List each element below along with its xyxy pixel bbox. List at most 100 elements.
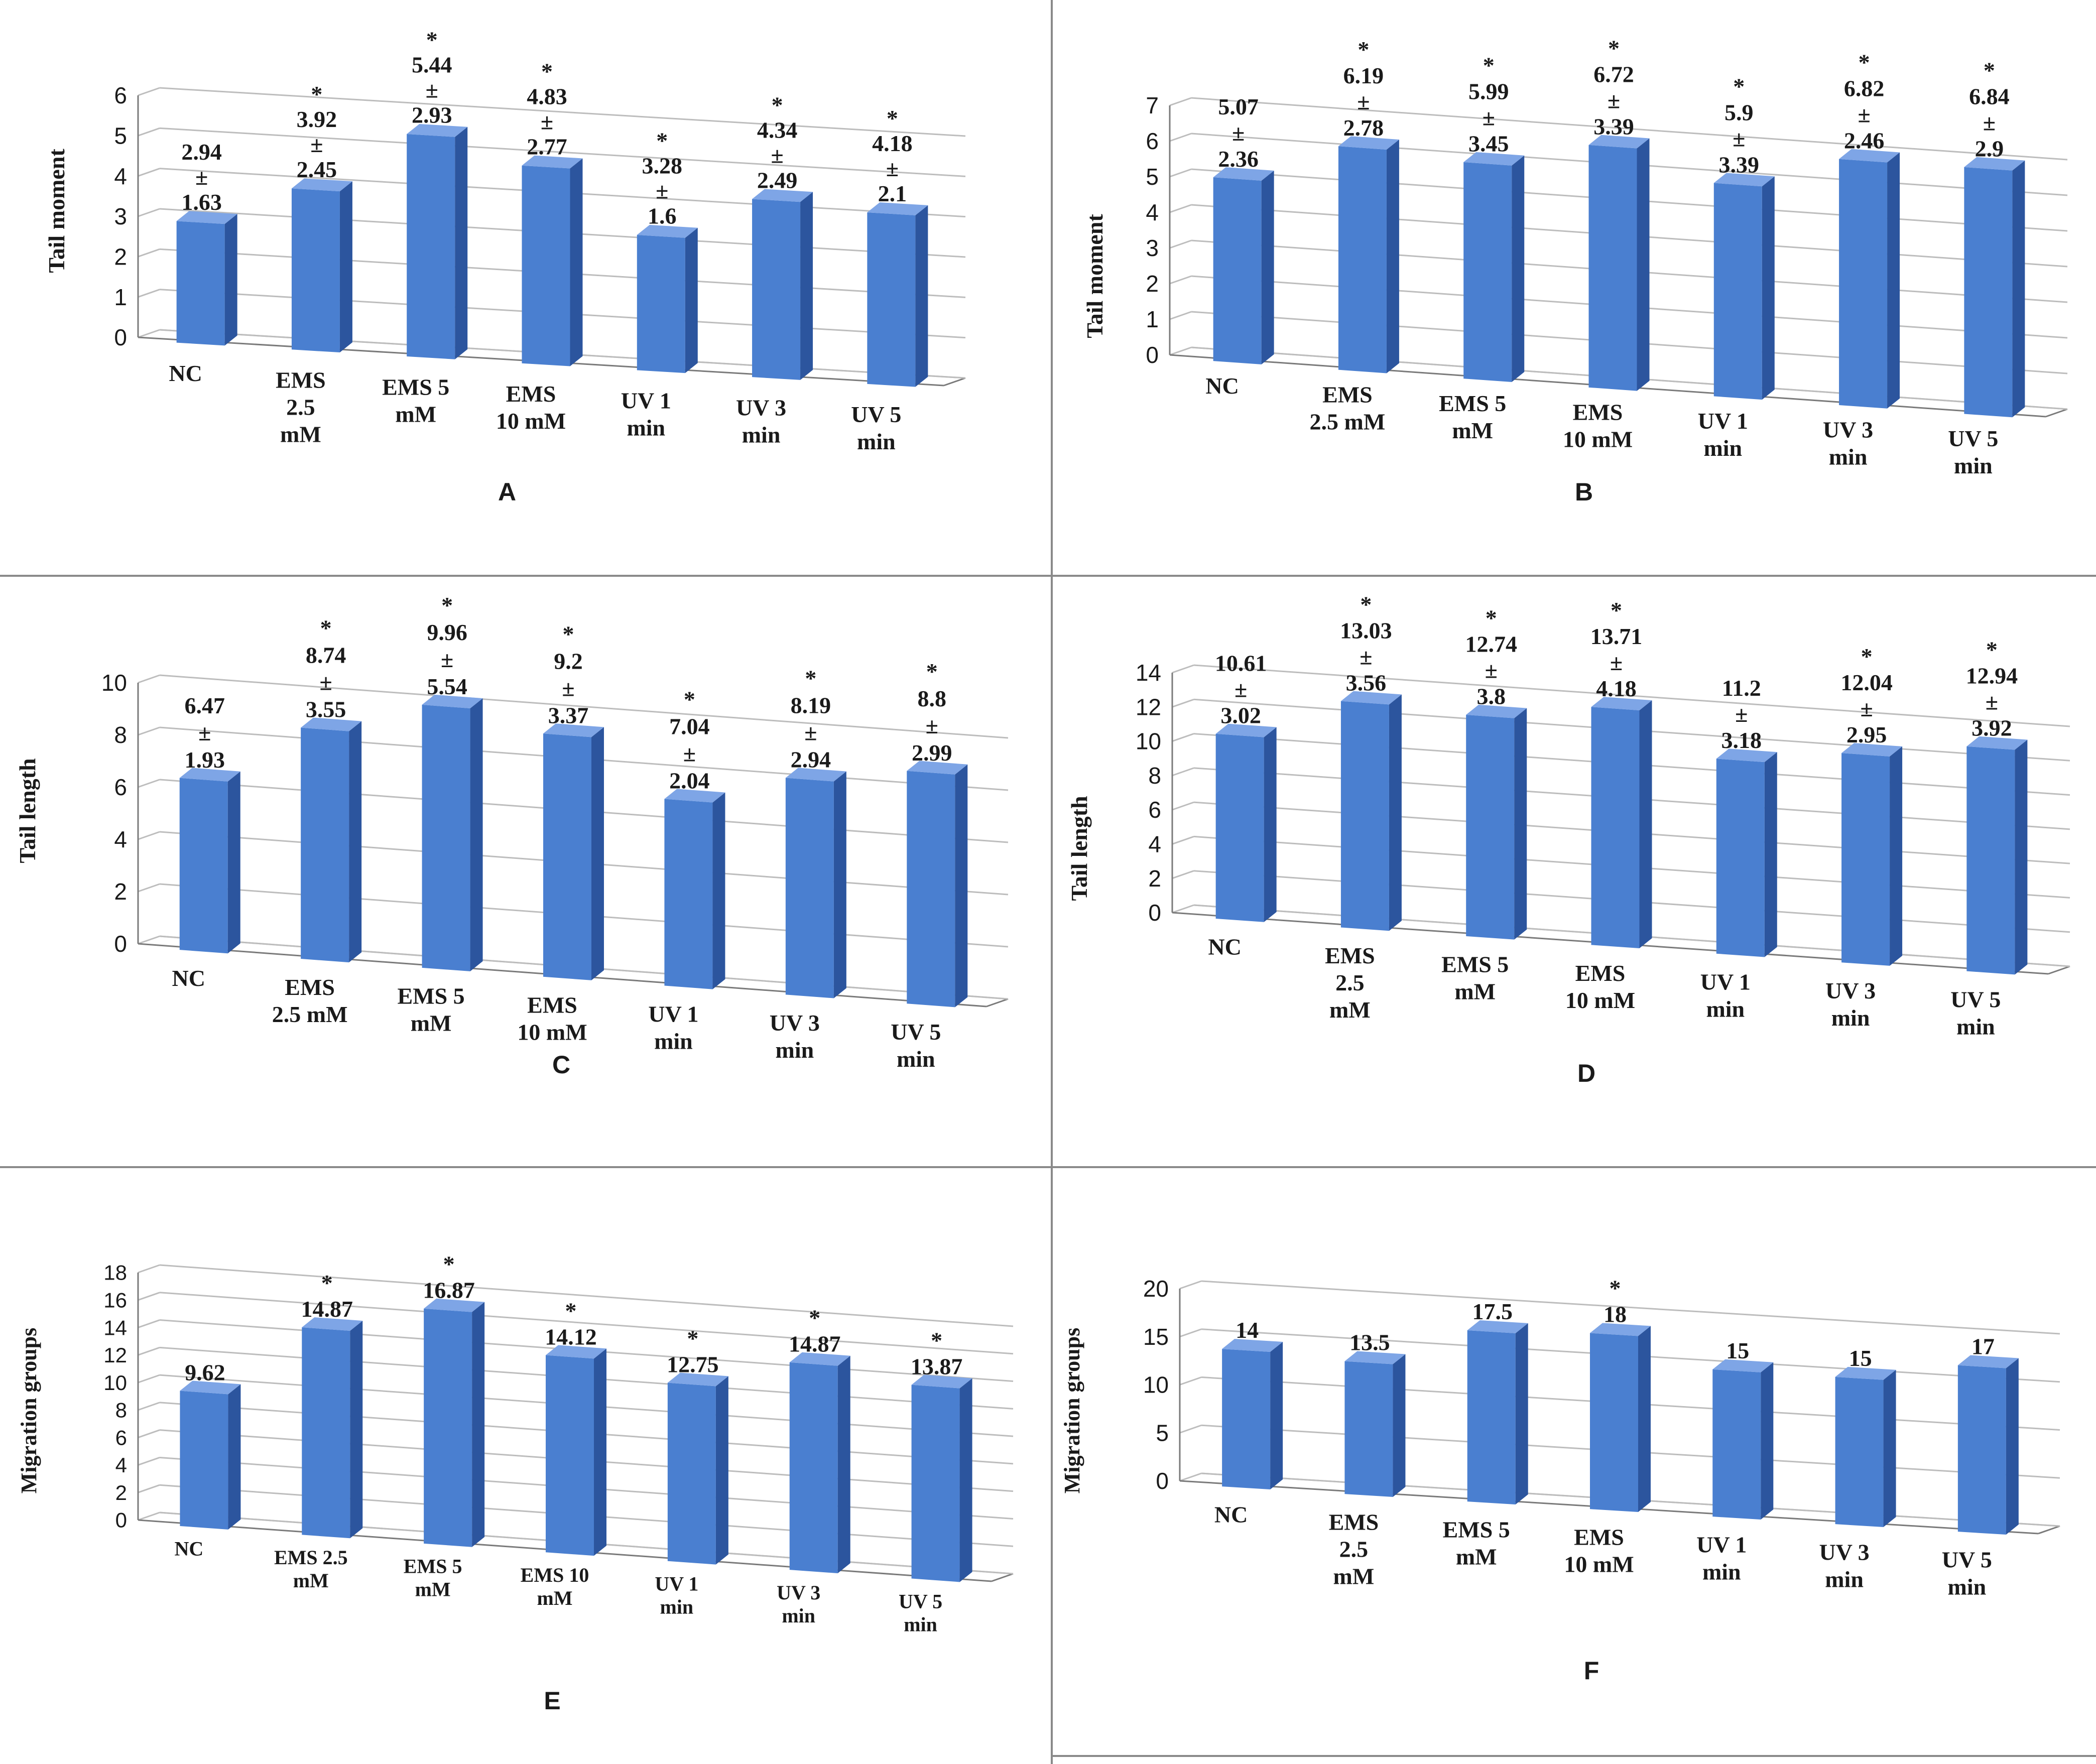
y-tick-label: 5	[1146, 164, 1159, 190]
data-label-a-4: *4.83±2.77	[527, 58, 567, 159]
bar-top	[752, 189, 813, 202]
category-label: mM	[411, 1011, 452, 1036]
y-tick-label: 16	[103, 1288, 127, 1312]
gridline-wall	[138, 1457, 160, 1466]
significance-marker: *	[684, 687, 695, 712]
category-label: UV 5	[1950, 986, 2001, 1012]
data-value: 2.04	[669, 768, 710, 794]
y-axis-title: Tail moment	[44, 149, 69, 273]
data-value: 1.6	[648, 203, 677, 229]
x-axis-depth	[991, 1573, 1014, 1582]
y-tick-label: 8	[115, 1399, 127, 1422]
category-label-f-1: NC	[1214, 1502, 1248, 1528]
bar-side	[1890, 746, 1903, 966]
bar-e-7	[911, 1374, 972, 1582]
panel-letter: D	[1577, 1059, 1595, 1087]
data-label-f-5: 15	[1726, 1338, 1749, 1363]
gridline-wall	[138, 779, 160, 788]
category-label: 2.5 mM	[1310, 409, 1386, 434]
bar-top	[1839, 149, 1900, 163]
bar-top	[1590, 1323, 1651, 1336]
bar-front	[1466, 714, 1515, 940]
y-tick-label: 15	[1143, 1324, 1169, 1350]
gridline-wall	[138, 289, 160, 298]
bar-front	[1215, 733, 1264, 922]
bar-top	[637, 224, 698, 238]
data-label-e-2: *14.87	[301, 1270, 353, 1322]
bar-side	[1761, 1362, 1774, 1520]
gridline-wall	[138, 127, 160, 137]
category-label: mM	[280, 422, 321, 447]
gridline-wall	[1179, 1376, 1202, 1385]
gridline-wall	[1172, 767, 1194, 777]
y-tick-label: 1	[114, 284, 127, 310]
data-value: 13.5	[1349, 1330, 1390, 1355]
bar-top	[1466, 704, 1527, 718]
bar-side	[1762, 176, 1775, 400]
category-label: EMS	[506, 381, 556, 407]
data-label-c-5: *7.04±2.04	[669, 687, 710, 794]
bar-e-2	[302, 1317, 363, 1539]
data-label-f-6: 15	[1849, 1345, 1872, 1371]
data-value: 9.96	[427, 619, 467, 645]
data-value: 8.19	[791, 693, 831, 718]
data-label-d-1: 10.61±3.02	[1215, 651, 1267, 728]
category-label: EMS	[1325, 943, 1375, 968]
significance-marker: *	[687, 1325, 698, 1351]
panel-letter: A	[498, 478, 516, 506]
category-label-e-2: EMS 2.5mM	[274, 1546, 348, 1592]
significance-marker: *	[311, 81, 322, 107]
bar-side	[594, 1348, 606, 1556]
significance-marker: *	[441, 592, 453, 618]
bar-front	[1841, 753, 1890, 966]
y-tick-label: 8	[1148, 763, 1161, 789]
significance-marker: *	[1859, 50, 1870, 75]
gridline-wall	[138, 726, 160, 736]
bar-e-1	[180, 1380, 241, 1530]
data-value: 12.74	[1465, 632, 1517, 657]
data-label-f-4: *18	[1604, 1275, 1627, 1327]
category-label: EMS 5	[382, 374, 449, 400]
data-value: 3.55	[306, 697, 346, 722]
category-label: min	[1829, 444, 1868, 470]
data-value: 3.39	[1593, 113, 1634, 139]
category-label: EMS	[276, 367, 326, 393]
data-label-b-5: *5.9±3.39	[1719, 73, 1760, 177]
category-label: min	[1956, 1014, 1995, 1039]
category-label: mM	[415, 1578, 451, 1601]
bar-f-2	[1344, 1351, 1406, 1497]
significance-marker: *	[426, 27, 438, 53]
y-tick-label: 6	[114, 774, 127, 800]
category-label: UV 3	[1823, 417, 1873, 443]
bar-top	[789, 1352, 850, 1366]
bar-side	[472, 1302, 485, 1547]
bar-front	[1835, 1376, 1884, 1528]
data-value: 5.44	[412, 52, 452, 78]
bar-top	[302, 1317, 363, 1331]
category-label: min	[1706, 996, 1745, 1022]
plus-minus-sign: ±	[426, 77, 438, 103]
category-label: min	[904, 1613, 937, 1635]
plus-minus-sign: ±	[195, 164, 208, 190]
category-label: UV 5	[899, 1590, 942, 1612]
category-label: min	[897, 1046, 935, 1072]
gridline	[1201, 1280, 2060, 1335]
category-label: min	[1831, 1005, 1870, 1031]
y-tick-label: 0	[115, 1508, 127, 1532]
y-tick-label: 5	[1156, 1420, 1169, 1446]
data-label-a-5: *3.28±1.6	[642, 128, 683, 229]
category-label: EMS	[1329, 1509, 1379, 1535]
panel-letter: F	[1584, 1657, 1599, 1685]
